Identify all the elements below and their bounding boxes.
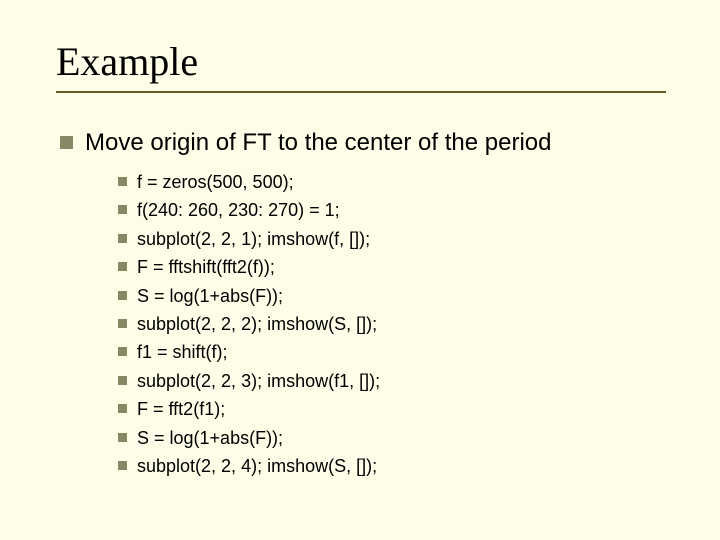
code-line: subplot(2, 2, 1); imshow(f, []); <box>137 228 370 251</box>
list-item: F = fft2(f1); <box>118 398 664 421</box>
slide-title: Example <box>56 38 664 85</box>
code-line: subplot(2, 2, 4); imshow(S, []); <box>137 455 377 478</box>
list-item: f1 = shift(f); <box>118 341 664 364</box>
code-line: f(240: 260, 230: 270) = 1; <box>137 199 340 222</box>
slide-container: Example Move origin of FT to the center … <box>0 0 720 513</box>
list-item: f(240: 260, 230: 270) = 1; <box>118 199 664 222</box>
code-line: subplot(2, 2, 2); imshow(S, []); <box>137 313 377 336</box>
main-bullet: Move origin of FT to the center of the p… <box>60 129 664 157</box>
list-item: subplot(2, 2, 3); imshow(f1, []); <box>118 370 664 393</box>
square-bullet-icon <box>118 262 127 271</box>
code-line: f = zeros(500, 500); <box>137 171 294 194</box>
main-bullet-text: Move origin of FT to the center of the p… <box>85 129 551 157</box>
title-underline <box>56 91 666 93</box>
list-item: S = log(1+abs(F)); <box>118 285 664 308</box>
square-bullet-icon <box>118 461 127 470</box>
square-bullet-icon <box>118 376 127 385</box>
code-line: f1 = shift(f); <box>137 341 228 364</box>
list-item: f = zeros(500, 500); <box>118 171 664 194</box>
list-item: subplot(2, 2, 1); imshow(f, []); <box>118 228 664 251</box>
square-bullet-icon <box>118 291 127 300</box>
square-bullet-icon <box>118 205 127 214</box>
square-bullet-icon <box>118 319 127 328</box>
list-item: subplot(2, 2, 4); imshow(S, []); <box>118 455 664 478</box>
code-line: F = fftshift(fft2(f)); <box>137 256 275 279</box>
list-item: S = log(1+abs(F)); <box>118 427 664 450</box>
code-line: S = log(1+abs(F)); <box>137 285 283 308</box>
square-bullet-icon <box>118 433 127 442</box>
code-line: S = log(1+abs(F)); <box>137 427 283 450</box>
square-bullet-icon <box>118 404 127 413</box>
square-bullet-icon <box>118 347 127 356</box>
code-line: F = fft2(f1); <box>137 398 225 421</box>
square-bullet-icon <box>118 234 127 243</box>
code-list: f = zeros(500, 500); f(240: 260, 230: 27… <box>118 171 664 478</box>
square-bullet-icon <box>60 136 73 149</box>
list-item: subplot(2, 2, 2); imshow(S, []); <box>118 313 664 336</box>
code-line: subplot(2, 2, 3); imshow(f1, []); <box>137 370 380 393</box>
list-item: F = fftshift(fft2(f)); <box>118 256 664 279</box>
square-bullet-icon <box>118 177 127 186</box>
